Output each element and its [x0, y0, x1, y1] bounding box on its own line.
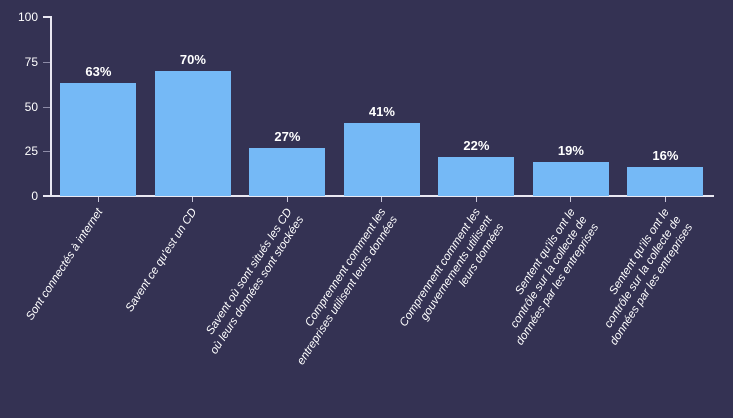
- x-axis-tick: [664, 197, 666, 202]
- bar: [532, 161, 609, 196]
- bar: [343, 122, 420, 196]
- y-axis-tick-label: 100: [17, 10, 38, 24]
- y-axis-tick: [43, 16, 52, 18]
- x-axis-tick: [475, 197, 477, 202]
- y-axis-tick-label: 25: [24, 144, 38, 159]
- y-axis-tick-label: 75: [24, 54, 38, 69]
- x-axis: [43, 195, 714, 197]
- bar-value-label: 63%: [85, 64, 112, 80]
- bar: [438, 156, 515, 196]
- bar-value-label: 27%: [274, 128, 301, 144]
- y-axis-tick-label: 50: [24, 99, 38, 114]
- x-axis-tick: [381, 197, 383, 202]
- x-axis-label: Savent ce qu'est un CD: [124, 206, 200, 315]
- y-axis-tick: [43, 61, 50, 63]
- bar: [249, 147, 326, 196]
- bar-value-label: 70%: [179, 51, 206, 67]
- bar-value-label: 22%: [463, 137, 490, 153]
- bar: [60, 83, 137, 196]
- x-axis-tick: [97, 197, 99, 202]
- y-axis-tick: [43, 106, 50, 108]
- bar-value-label: 16%: [652, 148, 679, 164]
- x-axis-tick: [286, 197, 288, 202]
- x-axis-label: Sont connectés à internet: [24, 206, 106, 323]
- bar: [627, 167, 704, 196]
- bar-value-label: 19%: [557, 142, 584, 158]
- x-axis-label: Savent où sont situés les CD où leurs do…: [203, 206, 307, 357]
- y-axis-tick-label: 0: [31, 189, 38, 203]
- x-axis-tick: [192, 197, 194, 202]
- bar-value-label: 41%: [368, 103, 395, 119]
- x-axis-tick: [570, 197, 572, 202]
- y-axis-tick: [43, 151, 50, 153]
- y-axis: [50, 17, 52, 196]
- bar: [154, 70, 231, 196]
